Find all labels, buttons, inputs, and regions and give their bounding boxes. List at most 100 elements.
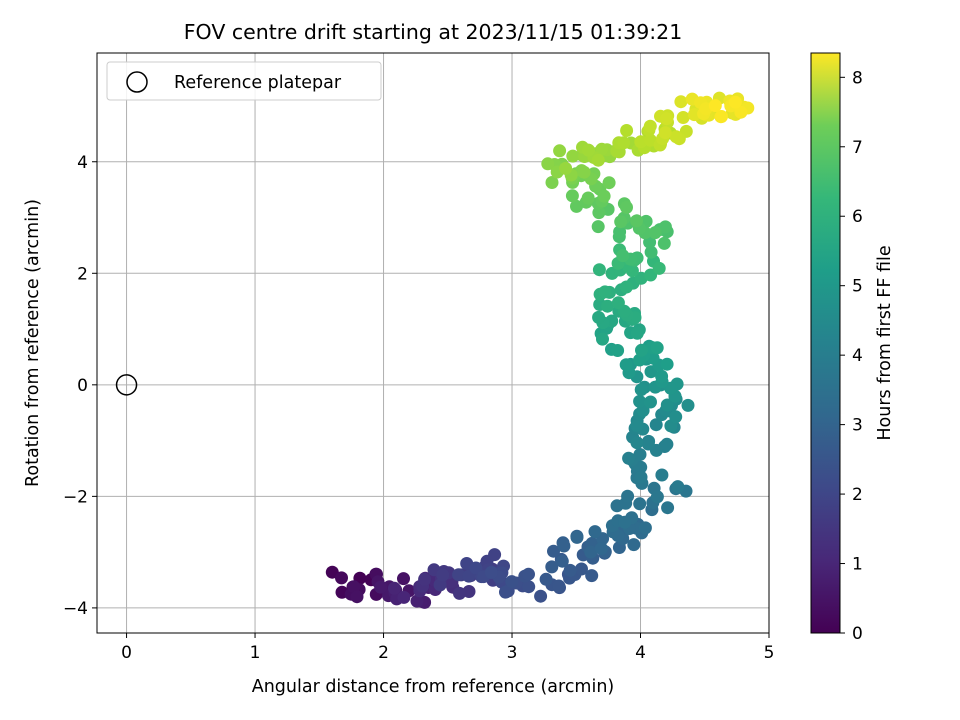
data-point — [397, 590, 411, 604]
data-point — [618, 515, 632, 529]
data-point — [585, 569, 599, 583]
data-point — [505, 575, 519, 589]
chart-title: FOV centre drift starting at 2023/11/15 … — [184, 20, 683, 44]
y-tick-label: 4 — [77, 153, 88, 173]
data-point — [633, 448, 647, 461]
data-point — [655, 468, 669, 482]
x-axis-ticks: 0 1 2 3 4 5 — [121, 633, 774, 663]
data-point — [597, 189, 611, 203]
data-point — [522, 580, 536, 594]
data-point — [347, 580, 361, 594]
data-point — [649, 418, 663, 432]
colorbar-tick-label: 6 — [852, 207, 863, 227]
colorbar-label: Hours from first FF file — [875, 245, 895, 440]
x-tick-label: 4 — [635, 643, 646, 663]
data-point — [681, 398, 695, 412]
data-point — [650, 341, 664, 355]
data-point — [620, 124, 634, 137]
data-point — [570, 530, 584, 544]
data-point — [469, 561, 483, 575]
data-point — [582, 143, 595, 157]
data-point — [522, 567, 535, 581]
data-point — [547, 544, 560, 558]
data-point — [671, 480, 685, 494]
y-tick-label: 0 — [77, 376, 88, 396]
data-point — [566, 149, 580, 163]
y-tick-label: −4 — [63, 599, 88, 619]
data-point — [584, 545, 598, 559]
data-point — [660, 357, 674, 371]
data-point — [644, 395, 657, 409]
data-point — [557, 539, 571, 553]
data-point — [570, 199, 583, 213]
data-point — [617, 136, 631, 150]
data-point — [669, 410, 683, 424]
x-tick-label: 3 — [507, 643, 518, 663]
data-point — [592, 310, 606, 324]
data-point — [577, 165, 591, 179]
data-point — [552, 579, 566, 593]
data-point — [641, 437, 655, 451]
legend-marker-icon — [126, 71, 148, 93]
data-point — [545, 560, 559, 574]
data-point — [410, 594, 424, 608]
colorbar-ticks: 0 1 2 3 4 5 6 7 8 — [840, 68, 863, 644]
data-point — [374, 580, 388, 594]
data-point — [650, 490, 664, 504]
data-point — [588, 525, 602, 539]
data-point — [621, 489, 635, 503]
data-point — [484, 566, 498, 579]
data-point — [633, 394, 647, 408]
reference-platepar-marker — [115, 374, 138, 396]
data-point — [553, 144, 567, 158]
colorbar — [810, 52, 841, 634]
data-point — [660, 437, 674, 451]
y-axis-ticks: −4 −2 0 2 4 — [63, 153, 97, 619]
data-point — [644, 245, 658, 259]
data-point — [555, 554, 569, 568]
data-point — [611, 344, 625, 357]
data-point — [453, 586, 466, 600]
data-point — [335, 571, 348, 585]
data-point — [674, 95, 688, 109]
data-point — [433, 578, 447, 592]
data-point — [708, 99, 722, 113]
data-point — [715, 110, 728, 123]
data-point — [638, 521, 652, 535]
data-point — [634, 470, 648, 484]
x-axis-label: Angular distance from reference (arcmin) — [252, 677, 615, 697]
data-point — [619, 358, 633, 372]
data-point — [655, 369, 669, 383]
data-point — [598, 285, 612, 299]
y-axis-label: Rotation from reference (arcmin) — [23, 199, 43, 487]
data-point — [728, 95, 742, 109]
data-point — [488, 548, 502, 562]
data-point — [634, 135, 648, 149]
colorbar-tick-label: 5 — [852, 277, 863, 297]
data-point — [630, 419, 644, 432]
colorbar-tick-label: 7 — [852, 138, 863, 158]
data-point — [545, 176, 559, 189]
data-point — [541, 157, 555, 171]
data-point — [581, 191, 595, 205]
data-point — [634, 383, 648, 397]
data-point — [594, 542, 608, 555]
x-tick-label: 1 — [250, 643, 261, 663]
data-point — [658, 126, 672, 140]
data-point — [563, 563, 577, 577]
colorbar-tick-label: 2 — [852, 485, 863, 505]
data-point — [648, 226, 662, 240]
data-point — [644, 133, 657, 147]
data-point — [591, 153, 605, 167]
data-point — [595, 142, 609, 156]
colorbar-tick-label: 1 — [852, 555, 863, 575]
data-point — [418, 572, 432, 586]
legend-box — [106, 61, 382, 101]
data-point — [658, 220, 672, 234]
data-point — [534, 589, 548, 603]
y-tick-label: 2 — [77, 264, 88, 284]
data-point — [565, 189, 579, 203]
reference-circle — [115, 374, 138, 396]
colorbar-tick-label: 4 — [852, 346, 863, 366]
